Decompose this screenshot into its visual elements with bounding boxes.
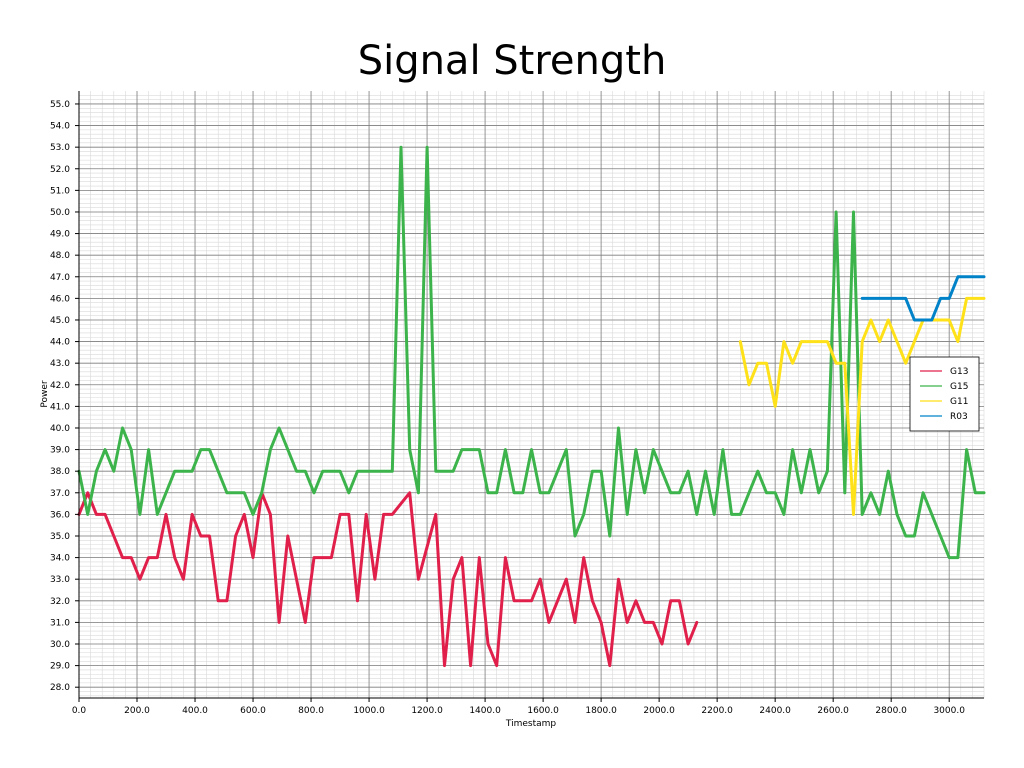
y-tick-label: 31.0 (50, 618, 70, 628)
x-tick-label: 3000.0 (933, 706, 965, 716)
y-tick-label: 49.0 (50, 230, 70, 240)
y-tick-label: 39.0 (50, 446, 70, 456)
x-tick-label: 2200.0 (701, 706, 733, 716)
series-line-g15 (77, 145, 986, 560)
y-tick-label: 47.0 (50, 273, 70, 283)
series-line-r03 (860, 275, 986, 322)
y-tick-label: 55.0 (50, 100, 70, 110)
y-tick-label: 41.0 (50, 402, 70, 412)
x-tick-label: 2400.0 (759, 706, 791, 716)
y-tick-label: 33.0 (50, 575, 70, 585)
series-layer (77, 145, 986, 668)
y-tick-label: 28.0 (50, 683, 70, 693)
x-tick-label: 2600.0 (817, 706, 849, 716)
y-tick-label: 51.0 (50, 186, 70, 196)
x-axis-ticks: 0.0 200.0 400.0 600.0 800.0 1000.0 1200.0 1400.… (72, 698, 965, 716)
y-axis-label: Power (40, 380, 50, 408)
series-line-g13 (77, 491, 699, 668)
y-tick-label: 38.0 (50, 467, 70, 477)
x-tick-label: 200.0 (124, 706, 150, 716)
legend: G13 G15 G11 R03 (909, 356, 980, 432)
x-axis-label: Timestamp (505, 719, 557, 729)
x-tick-label: 800.0 (298, 706, 324, 716)
x-tick-label: 1800.0 (585, 706, 617, 716)
x-tick-label: 1400.0 (469, 706, 501, 716)
y-tick-label: 29.0 (50, 662, 70, 672)
x-tick-label: 1600.0 (527, 706, 559, 716)
x-tick-label: 2000.0 (643, 706, 675, 716)
legend-label: G13 (950, 367, 968, 377)
x-tick-label: 1000.0 (353, 706, 385, 716)
y-tick-label: 53.0 (50, 143, 70, 153)
y-tick-label: 48.0 (50, 251, 70, 261)
y-tick-label: 35.0 (50, 532, 70, 542)
series-line-g11 (738, 296, 986, 516)
y-tick-label: 43.0 (50, 359, 70, 369)
y-tick-label: 52.0 (50, 165, 70, 175)
y-tick-label: 32.0 (50, 597, 70, 607)
x-tick-label: 400.0 (182, 706, 208, 716)
legend-label: G15 (950, 382, 968, 392)
y-tick-label: 50.0 (50, 208, 70, 218)
chart-title: Signal Strength (357, 38, 667, 84)
y-axis-ticks: 28.0 29.0 30.0 31.0 32.0 33.0 34.0 35.0 36.0 37.0… (50, 100, 79, 693)
legend-box (909, 356, 980, 432)
legend-label: R03 (950, 412, 968, 422)
major-grid (78, 91, 984, 698)
y-tick-label: 42.0 (50, 381, 70, 391)
y-tick-label: 34.0 (50, 554, 70, 564)
x-tick-label: 1200.0 (411, 706, 443, 716)
y-tick-label: 37.0 (50, 489, 70, 499)
legend-label: G11 (950, 397, 968, 407)
x-tick-label: 600.0 (240, 706, 266, 716)
y-tick-label: 40.0 (50, 424, 70, 434)
y-tick-label: 30.0 (50, 640, 70, 650)
y-tick-label: 36.0 (50, 510, 70, 520)
y-tick-label: 45.0 (50, 316, 70, 326)
y-tick-label: 44.0 (50, 338, 70, 348)
x-tick-label: 0.0 (72, 706, 87, 716)
x-tick-label: 2800.0 (875, 706, 907, 716)
y-tick-label: 46.0 (50, 294, 70, 304)
y-tick-label: 54.0 (50, 122, 70, 132)
